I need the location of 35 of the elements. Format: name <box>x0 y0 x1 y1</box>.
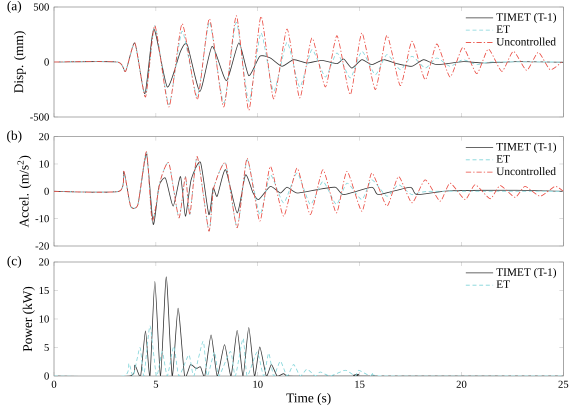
x-tick-label: 10 <box>253 380 263 388</box>
y-tick-label: 15 <box>40 286 49 294</box>
y-tick-label: 500 <box>34 3 49 11</box>
text: (a) <box>7 0 22 14</box>
legend-label: Uncontrolled <box>496 167 556 176</box>
y-tick-label: -20 <box>35 242 49 250</box>
text: (b) <box>7 130 22 143</box>
legend-label: TIMET (T-1) <box>496 142 556 153</box>
y-tick-label: -500 <box>30 113 49 121</box>
legend-label: ET <box>496 155 510 163</box>
legend-label: Uncontrolled <box>496 38 556 46</box>
text: (c) <box>7 256 22 268</box>
legend-label: ET <box>496 280 510 288</box>
x-tick-label: 25 <box>558 380 568 388</box>
y-axis-title: Disp. (mm) <box>14 31 26 93</box>
legend-label: TIMET (T-1) <box>496 12 556 24</box>
y-tick-label: 20 <box>39 133 49 140</box>
x-axis-title: Time (s) <box>286 393 331 406</box>
line-series <box>54 325 564 376</box>
legend-label: TIMET (T-1) <box>496 268 556 278</box>
x-tick-label: 0 <box>52 380 56 388</box>
y-axis-title: Accel. (m/s$^{2}$) <box>17 156 32 228</box>
legend-label: ET <box>496 25 510 33</box>
y-tick-label: 20 <box>39 258 49 266</box>
y-tick-label: 5 <box>44 344 49 352</box>
x-tick-label: 15 <box>355 380 365 388</box>
y-axis-title: Power (kW) <box>22 286 35 352</box>
y-tick-label: 10 <box>40 315 49 323</box>
y-tick-label: 10 <box>40 160 49 168</box>
y-tick-label: 0 <box>44 372 49 380</box>
y-tick-label: 0 <box>44 58 49 66</box>
x-tick-label: 5 <box>154 380 158 388</box>
y-tick-label: 0 <box>44 188 49 195</box>
y-tick-label: -10 <box>35 215 49 222</box>
x-tick-label: 20 <box>456 380 466 388</box>
